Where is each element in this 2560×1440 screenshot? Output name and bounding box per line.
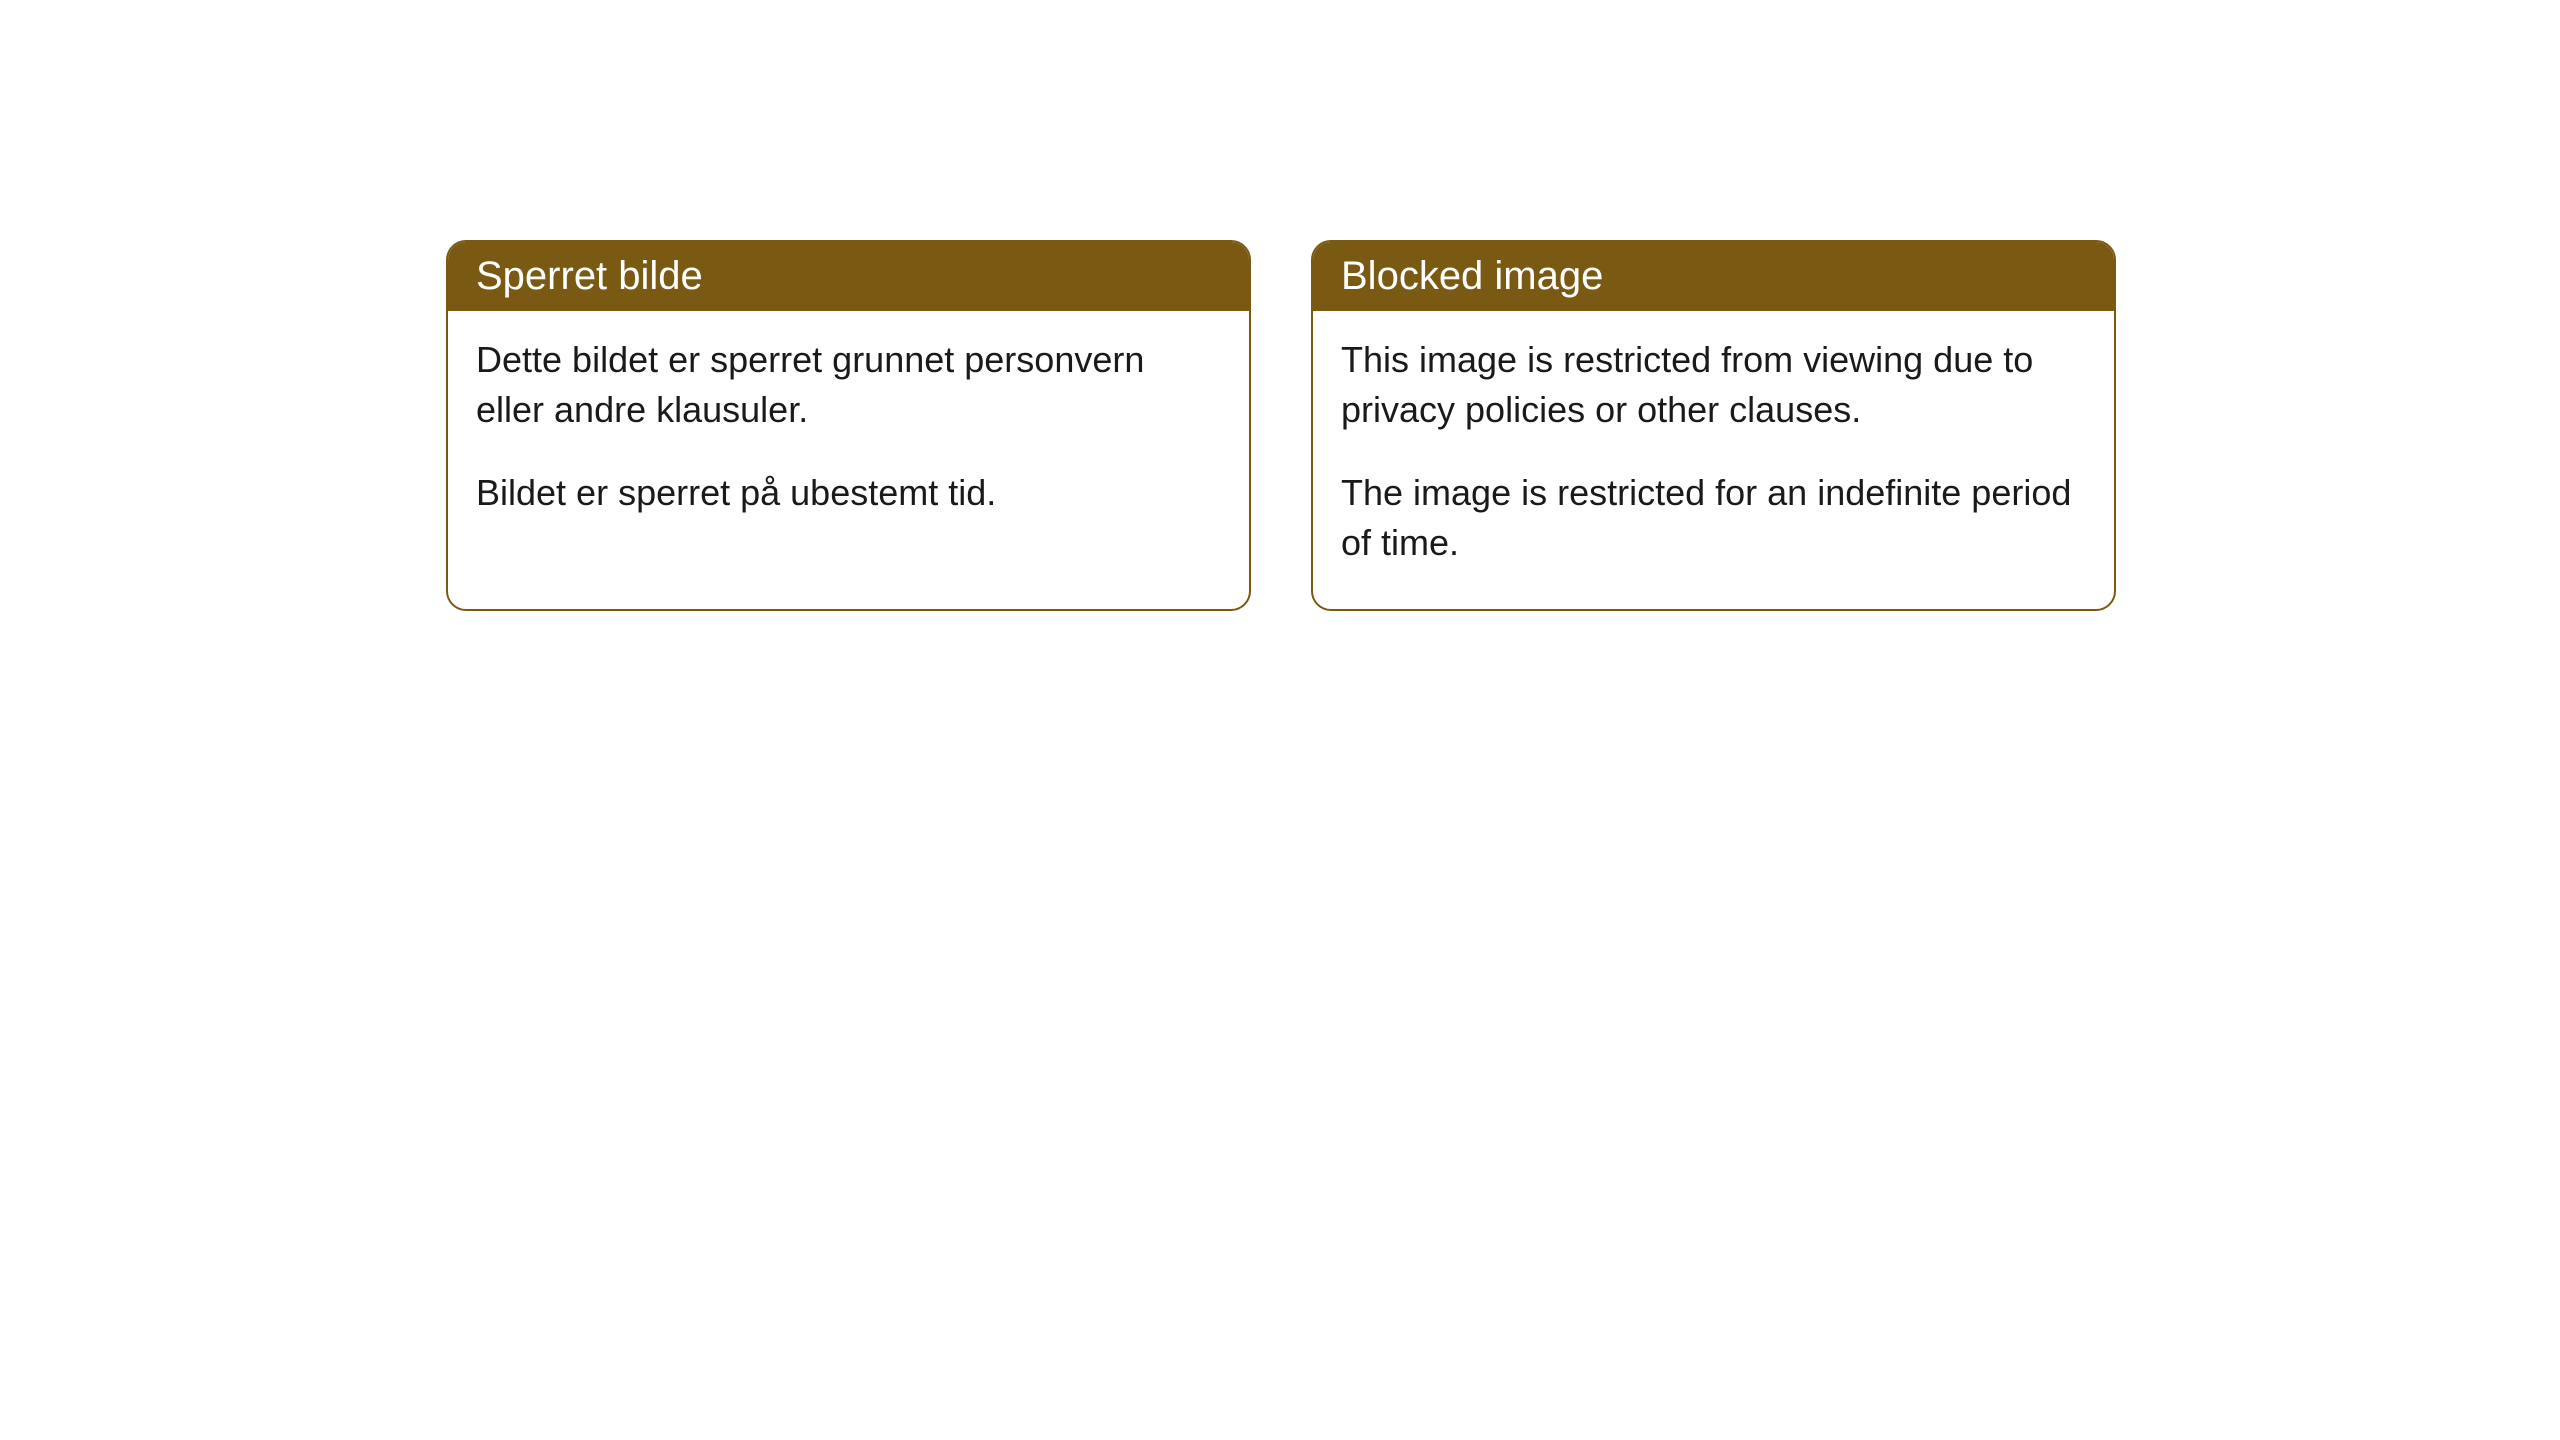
notification-cards-container: Sperret bilde Dette bildet er sperret gr… <box>446 240 2560 611</box>
card-paragraph-1: This image is restricted from viewing du… <box>1341 335 2086 436</box>
card-body: Dette bildet er sperret grunnet personve… <box>448 311 1249 558</box>
card-header: Blocked image <box>1313 242 2114 311</box>
card-title: Blocked image <box>1341 254 1603 298</box>
card-title: Sperret bilde <box>476 254 703 298</box>
card-body: This image is restricted from viewing du… <box>1313 311 2114 609</box>
card-paragraph-1: Dette bildet er sperret grunnet personve… <box>476 335 1221 436</box>
card-paragraph-2: Bildet er sperret på ubestemt tid. <box>476 468 1221 518</box>
blocked-image-card-norwegian: Sperret bilde Dette bildet er sperret gr… <box>446 240 1251 611</box>
blocked-image-card-english: Blocked image This image is restricted f… <box>1311 240 2116 611</box>
card-header: Sperret bilde <box>448 242 1249 311</box>
card-paragraph-2: The image is restricted for an indefinit… <box>1341 468 2086 569</box>
